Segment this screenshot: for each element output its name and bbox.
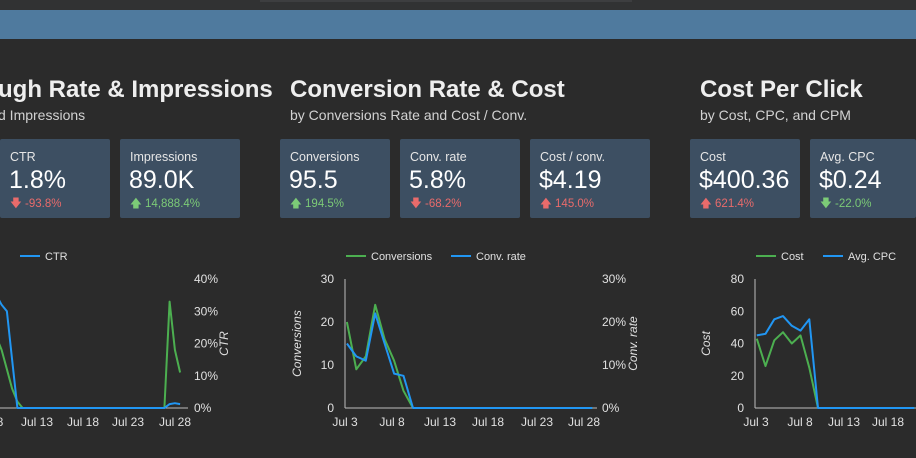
scorecard-value: $0.24 bbox=[819, 166, 882, 194]
scorecard-cost[interactable]: Cost $400.36 🡅 621.4% bbox=[690, 139, 800, 218]
scorecard-value: 95.5 bbox=[289, 166, 338, 194]
scorecard-impressions[interactable]: Impressions 89.0K 🡅 14,888.4% bbox=[120, 139, 240, 218]
scorecard-cost-per-conv[interactable]: Cost / conv. $4.19 🡅 145.0% bbox=[530, 139, 650, 218]
series-line bbox=[756, 315, 915, 409]
x-tick-label: Jul 28 bbox=[159, 415, 191, 429]
section-title-conversion: Conversion Rate & Cost bbox=[290, 76, 565, 103]
arrow-down-icon: 🡇 bbox=[10, 198, 26, 210]
x-tick-label: Jul 18 bbox=[67, 415, 99, 429]
legend-label: Avg. CPC bbox=[848, 251, 896, 263]
y-axis-title: Conversions bbox=[290, 310, 304, 377]
top-bar bbox=[0, 0, 916, 10]
x-tick-label: Jul 23 bbox=[112, 415, 144, 429]
y2-axis-title: CTR bbox=[217, 331, 231, 356]
y2-tick-label: 0% bbox=[602, 401, 620, 415]
y-tick-label: 0 bbox=[737, 401, 744, 415]
x-tick-label: Jul 3 bbox=[743, 415, 769, 429]
scorecard-change: 🡇 -93.8% bbox=[10, 198, 62, 210]
scorecard-label: Impressions bbox=[130, 150, 198, 164]
series-line bbox=[346, 312, 593, 409]
section-title-cpc: Cost Per Click bbox=[700, 76, 863, 103]
y-tick-label: 20 bbox=[731, 369, 745, 383]
scorecard-conversions[interactable]: Conversions 95.5 🡅 194.5% bbox=[280, 139, 390, 218]
scorecard-change: 🡅 621.4% bbox=[700, 198, 755, 210]
y-tick-label: 60 bbox=[731, 304, 745, 318]
scorecard-label: Cost bbox=[700, 150, 726, 164]
legend-label: Conversions bbox=[371, 251, 433, 263]
scorecard-avg-cpc[interactable]: Avg. CPC $0.24 🡇 -22.0% bbox=[810, 139, 916, 218]
series-line bbox=[0, 299, 181, 409]
x-tick-label: 8 bbox=[0, 415, 4, 429]
y-tick-label: 80 bbox=[731, 272, 745, 286]
x-tick-label: Jul 8 bbox=[379, 415, 405, 429]
y2-tick-label: 20% bbox=[194, 337, 218, 351]
top-bar-notch bbox=[260, 0, 632, 2]
x-tick-label: Jul 28 bbox=[568, 415, 600, 429]
legend-label: Conv. rate bbox=[476, 251, 526, 263]
x-tick-label: Jul 3 bbox=[332, 415, 358, 429]
arrow-down-icon: 🡇 bbox=[410, 198, 426, 210]
x-tick-label: Jul 18 bbox=[472, 415, 504, 429]
scorecard-change: 🡅 14,888.4% bbox=[130, 198, 201, 210]
y2-tick-label: 20% bbox=[602, 315, 626, 329]
scorecard-label: CTR bbox=[10, 150, 36, 164]
scorecard-ctr[interactable]: CTR 1.8% 🡇 -93.8% bbox=[0, 139, 110, 218]
scorecard-value: $400.36 bbox=[699, 166, 790, 194]
arrow-up-icon: 🡅 bbox=[130, 198, 146, 210]
arrow-up-icon: 🡅 bbox=[700, 198, 716, 210]
scorecard-change: 🡅 145.0% bbox=[540, 198, 595, 210]
y2-tick-label: 30% bbox=[194, 304, 218, 318]
y2-tick-label: 30% bbox=[602, 272, 626, 286]
y-tick-label: 10 bbox=[321, 358, 335, 372]
x-tick-label: Jul 18 bbox=[872, 415, 904, 429]
arrow-up-icon: 🡅 bbox=[290, 198, 306, 210]
y2-tick-label: 10% bbox=[602, 358, 626, 372]
y-axis-title: Cost bbox=[699, 331, 713, 356]
y-tick-label: 30 bbox=[321, 272, 335, 286]
arrow-down-icon: 🡇 bbox=[820, 198, 836, 210]
scorecard-label: Cost / conv. bbox=[540, 150, 606, 164]
y-tick-label: 0 bbox=[327, 401, 334, 415]
x-tick-label: Jul 23 bbox=[521, 415, 553, 429]
scorecard-value: 1.8% bbox=[9, 166, 66, 194]
scorecard-label: Avg. CPC bbox=[820, 150, 875, 164]
section-subtitle-conversion: by Conversions Rate and Cost / Conv. bbox=[290, 107, 528, 123]
scorecard-conv-rate[interactable]: Conv. rate 5.8% 🡇 -68.2% bbox=[400, 139, 520, 218]
legend-label: Cost bbox=[781, 251, 804, 263]
arrow-up-icon: 🡅 bbox=[540, 198, 556, 210]
y2-axis-title: Conv. rate bbox=[626, 316, 640, 371]
x-tick-label: Jul 13 bbox=[424, 415, 456, 429]
y-tick-label: 40 bbox=[731, 337, 745, 351]
scorecard-value: $4.19 bbox=[539, 166, 602, 194]
scorecard-change: 🡅 194.5% bbox=[290, 198, 345, 210]
y2-tick-label: 0% bbox=[194, 401, 212, 415]
header-banner bbox=[0, 10, 916, 39]
scorecard-value: 5.8% bbox=[409, 166, 466, 194]
section-subtitle-ctr: d Impressions bbox=[0, 107, 86, 123]
section-subtitle-cpc: by Cost, CPC, and CPM bbox=[700, 107, 851, 123]
y2-tick-label: 40% bbox=[194, 272, 218, 286]
section-title-ctr: ugh Rate & Impressions bbox=[0, 76, 273, 103]
scorecard-label: Conversions bbox=[290, 150, 360, 164]
scorecard-change: 🡇 -68.2% bbox=[410, 198, 462, 210]
y-tick-label: 20 bbox=[321, 315, 335, 329]
x-tick-label: Jul 13 bbox=[21, 415, 53, 429]
y2-tick-label: 10% bbox=[194, 369, 218, 383]
x-tick-label: Jul 8 bbox=[787, 415, 813, 429]
scorecard-value: 89.0K bbox=[129, 166, 195, 194]
series-line bbox=[0, 300, 182, 409]
series-line bbox=[755, 331, 915, 409]
scorecard-change: 🡇 -22.0% bbox=[820, 198, 872, 210]
x-tick-label: Jul 13 bbox=[828, 415, 860, 429]
series-line bbox=[345, 303, 593, 409]
legend-label: CTR bbox=[45, 251, 68, 263]
scorecard-label: Conv. rate bbox=[410, 150, 467, 164]
